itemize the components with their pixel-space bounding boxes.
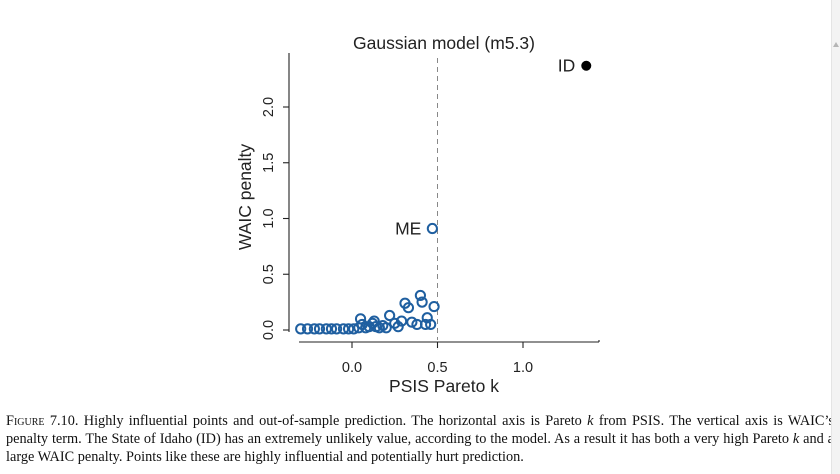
caption-k-2: k	[792, 431, 800, 448]
y-axis-label: WAIC penalty	[235, 144, 255, 251]
x-axis-label: PSIS Pareto k	[389, 376, 499, 396]
point-label-id: ID	[558, 56, 576, 76]
caption-text-1: Highly influential points and out-of-sam…	[83, 413, 582, 429]
labeled-points: ME ID	[395, 56, 592, 239]
data-point	[342, 323, 355, 335]
scatter-chart: Gaussian model (m5.3) 0.0 0.5 1.0 0.0 0.5 1.…	[235, 33, 600, 396]
data-point	[308, 323, 320, 335]
data-point	[414, 289, 426, 302]
caption-text-2: from PSIS. The vertical axis is WAIC’s p…	[6, 413, 834, 448]
data-point	[425, 318, 437, 331]
data-point	[301, 323, 314, 335]
data-point	[325, 323, 338, 335]
x-tick-label: 0.5	[427, 360, 447, 376]
x-tick-label: 0.0	[342, 360, 362, 376]
y-tick-label: 0.0	[261, 320, 277, 340]
highlight-point-id	[581, 60, 592, 71]
data-point	[354, 313, 367, 325]
data-point	[392, 321, 404, 333]
data-point	[380, 322, 392, 334]
y-tick-label: 1.5	[261, 153, 277, 173]
data-point	[356, 318, 368, 331]
figure-label: Figure 7.10.	[6, 413, 79, 429]
caption-text-3: and a large WAIC penalty. Points like th…	[6, 431, 835, 466]
chart-title: Gaussian model (m5.3)	[353, 33, 535, 53]
data-point	[395, 315, 408, 327]
data-point	[337, 323, 350, 335]
data-point	[406, 316, 418, 328]
data-point	[389, 317, 401, 329]
data-point	[419, 318, 432, 331]
data-point	[313, 323, 326, 335]
data-point	[348, 323, 360, 335]
data-points	[295, 289, 440, 335]
y-tick-label: 0.5	[261, 264, 277, 284]
data-point	[320, 323, 332, 335]
figure-caption: Figure 7.10. Highly influential points a…	[6, 412, 834, 467]
data-point	[295, 323, 307, 335]
x-tick-label: 1.0	[513, 360, 533, 376]
point-label-me: ME	[395, 219, 421, 239]
caption-k-1: k	[587, 413, 594, 429]
data-point	[416, 296, 428, 308]
plot-axes	[288, 53, 600, 343]
data-point	[428, 300, 440, 313]
scroll-up-arrow-icon[interactable]	[833, 42, 839, 47]
data-point	[384, 309, 396, 322]
y-axis-ticks: 0.0 0.5 1.0 1.5 2.0	[261, 97, 289, 340]
highlight-point-me	[426, 222, 438, 235]
data-point	[331, 323, 343, 335]
data-point	[402, 302, 415, 314]
vertical-scrollbar[interactable]	[831, 0, 840, 474]
y-tick-label: 1.0	[261, 208, 277, 228]
y-tick-label: 2.0	[261, 97, 277, 117]
x-axis-ticks: 0.0 0.5 1.0	[342, 342, 533, 376]
